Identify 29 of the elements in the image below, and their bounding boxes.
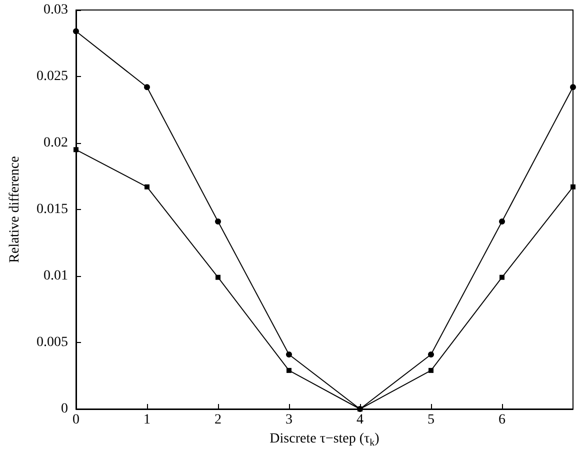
- point: [144, 184, 150, 190]
- x-tick-label: 6: [498, 412, 506, 428]
- y-tick-label: 0.005: [36, 335, 68, 350]
- y-tick-label: 0.03: [44, 2, 68, 18]
- x-tick-label: 2: [214, 412, 222, 428]
- x-tick-label: 5: [428, 412, 434, 428]
- y-tick-label: 0: [61, 402, 68, 416]
- point: [286, 368, 292, 373]
- point: [73, 28, 79, 34]
- y-tick-label: 0.02: [44, 136, 68, 150]
- point: [74, 147, 78, 152]
- point: [499, 218, 505, 224]
- point: [500, 274, 504, 280]
- point: [215, 218, 221, 224]
- x-tick-label: 3: [286, 412, 292, 428]
- point: [428, 351, 434, 358]
- point: [144, 84, 150, 90]
- point: [286, 351, 292, 358]
- point: [570, 184, 576, 190]
- point: [428, 368, 434, 373]
- x-tick-label: 0: [72, 412, 80, 428]
- y-tick-label: 0.025: [36, 69, 68, 84]
- point: [570, 84, 576, 90]
- y-tick-label: 0.01: [44, 268, 68, 284]
- y-tick-label: 0.015: [36, 202, 68, 217]
- point: [216, 274, 220, 280]
- x-tick-label: 1: [144, 412, 150, 428]
- y-axis-title: Relative difference: [8, 156, 22, 263]
- x-tick-label: 4: [356, 412, 364, 428]
